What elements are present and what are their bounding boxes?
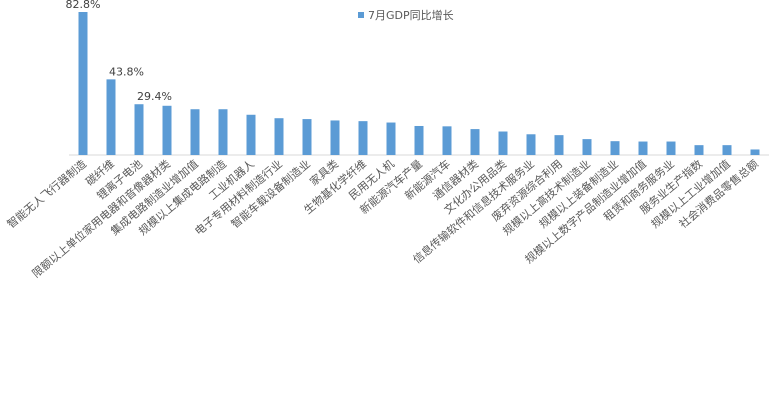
bar-2 xyxy=(106,79,116,155)
bar-5 xyxy=(190,109,200,155)
legend: 7月GDP同比增长 xyxy=(358,8,454,22)
bar-3 xyxy=(134,104,144,155)
bar-8 xyxy=(274,118,284,155)
bar-23 xyxy=(694,145,704,155)
legend-label: 7月GDP同比增长 xyxy=(368,8,454,22)
bar-18 xyxy=(554,135,564,155)
bar-21 xyxy=(638,141,648,155)
bar-15 xyxy=(470,129,480,155)
bar-25 xyxy=(750,149,760,155)
bar-11 xyxy=(358,121,368,155)
data-labels-group: 82.8% 43.8% 29.4% xyxy=(66,0,172,103)
data-label-2: 43.8% xyxy=(109,65,144,78)
data-label-1: 82.8% xyxy=(66,0,101,11)
bar-17 xyxy=(526,134,536,155)
bar-22 xyxy=(666,141,676,155)
bar-19 xyxy=(582,139,592,155)
bar-13 xyxy=(414,125,424,155)
category-labels-group: 智能无人飞行器制造碳纤维锂离子电池限额以上单位家用电器和音像器材类集成电路制造业… xyxy=(4,157,761,281)
bar-24 xyxy=(722,145,732,155)
bar-6 xyxy=(218,109,228,155)
bar-7 xyxy=(246,114,256,155)
data-label-3: 29.4% xyxy=(137,90,172,103)
bar-20 xyxy=(610,141,620,155)
bar-4 xyxy=(162,105,172,155)
bar-9 xyxy=(302,119,312,155)
bars-group xyxy=(78,12,760,155)
legend-swatch xyxy=(358,12,364,18)
bar-16 xyxy=(498,131,508,155)
bar-12 xyxy=(386,122,396,155)
bar-10 xyxy=(330,120,340,155)
category-label-1: 智能无人飞行器制造 xyxy=(4,157,89,231)
bar-14 xyxy=(442,126,452,155)
bar-1 xyxy=(78,12,88,155)
